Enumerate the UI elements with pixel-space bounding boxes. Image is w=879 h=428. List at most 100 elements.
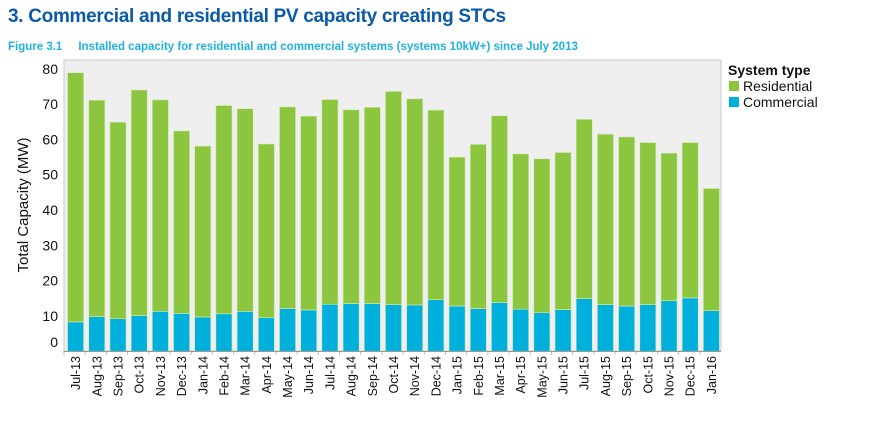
bar-commercial-nov-15 bbox=[660, 300, 678, 352]
bar-residential-jun-15 bbox=[554, 152, 572, 310]
y-axis-label: Total Capacity (MW) bbox=[15, 137, 32, 272]
x-tick-label: Mar-15 bbox=[493, 356, 507, 396]
bar-residential-oct-13 bbox=[130, 89, 148, 316]
bar-commercial-nov-13 bbox=[152, 311, 169, 352]
bar-residential-nov-13 bbox=[152, 99, 169, 312]
x-tick-label: Jul-13 bbox=[69, 356, 83, 390]
x-tick-label: Dec-13 bbox=[175, 356, 189, 396]
bar-residential-oct-14 bbox=[385, 91, 402, 305]
page-title: 3. Commercial and residential PV capacit… bbox=[8, 6, 506, 27]
bar-residential-aug-13 bbox=[88, 99, 106, 317]
bar-residential-feb-15 bbox=[469, 144, 487, 309]
x-tick-label: Jul-15 bbox=[578, 356, 592, 390]
x-tick-label: Sep-14 bbox=[366, 356, 380, 396]
x-tick-label: Nov-15 bbox=[663, 356, 677, 396]
bar-residential-dec-15 bbox=[681, 142, 699, 299]
bar-commercial-may-14 bbox=[279, 308, 296, 352]
bar-commercial-oct-13 bbox=[130, 315, 148, 352]
x-tick-label: Dec-15 bbox=[684, 356, 698, 396]
bar-residential-oct-15 bbox=[639, 142, 657, 305]
legend-label-residential: Residential bbox=[743, 78, 812, 94]
x-tick-label: Feb-15 bbox=[472, 356, 486, 396]
bar-commercial-may-15 bbox=[533, 312, 551, 352]
bar-commercial-dec-13 bbox=[173, 313, 190, 352]
bar-residential-mar-15 bbox=[491, 115, 508, 303]
y-tick-label: 30 bbox=[42, 237, 58, 253]
bar-commercial-feb-14 bbox=[215, 313, 233, 352]
bar-commercial-apr-15 bbox=[512, 308, 530, 352]
bar-residential-sep-13 bbox=[109, 121, 127, 320]
x-tick-label: Mar-14 bbox=[239, 356, 253, 396]
bar-commercial-aug-15 bbox=[597, 304, 614, 352]
bar-residential-sep-14 bbox=[363, 106, 381, 304]
bar-residential-mar-14 bbox=[236, 108, 254, 312]
bar-commercial-aug-13 bbox=[88, 316, 106, 352]
bar-commercial-sep-13 bbox=[109, 318, 127, 352]
figure-label: Figure 3.1 bbox=[8, 41, 63, 53]
bar-residential-jan-15 bbox=[448, 156, 466, 307]
bar-residential-jan-14 bbox=[194, 145, 212, 318]
y-tick-label: 70 bbox=[42, 96, 58, 112]
bar-residential-jul-13 bbox=[67, 72, 84, 323]
x-tick-label: Jul-14 bbox=[323, 356, 337, 390]
bar-residential-apr-14 bbox=[257, 143, 275, 318]
bar-commercial-oct-15 bbox=[639, 304, 657, 352]
x-tick-label: Feb-14 bbox=[217, 356, 231, 396]
legend-swatch-commercial bbox=[729, 97, 739, 107]
x-tick-label: Jun-15 bbox=[557, 356, 571, 394]
x-tick-label: Jun-14 bbox=[302, 356, 316, 394]
bar-commercial-mar-15 bbox=[491, 302, 508, 352]
x-tick-label: Jan-16 bbox=[705, 356, 719, 394]
legend: System type Residential Commercial bbox=[728, 62, 818, 110]
bar-commercial-apr-14 bbox=[257, 317, 275, 352]
bar-residential-nov-15 bbox=[660, 152, 678, 302]
x-tick-label: Dec-14 bbox=[429, 356, 443, 396]
bar-residential-apr-15 bbox=[512, 153, 530, 310]
bar-residential-jan-16 bbox=[703, 188, 720, 311]
bar-commercial-jan-14 bbox=[194, 316, 212, 352]
y-tick-label: 10 bbox=[42, 308, 58, 324]
x-tick-label: Oct-15 bbox=[641, 356, 655, 394]
bar-commercial-mar-14 bbox=[236, 311, 254, 352]
bar-commercial-jan-15 bbox=[448, 305, 466, 352]
bar-commercial-jan-16 bbox=[703, 310, 720, 352]
bar-residential-aug-15 bbox=[597, 133, 614, 305]
bar-residential-nov-14 bbox=[406, 98, 424, 306]
bar-residential-may-15 bbox=[533, 158, 551, 314]
legend-label-commercial: Commercial bbox=[743, 94, 818, 110]
bar-commercial-nov-14 bbox=[406, 304, 424, 352]
legend-swatch-residential bbox=[729, 81, 739, 91]
bar-commercial-jul-14 bbox=[321, 303, 339, 352]
bar-residential-dec-13 bbox=[173, 130, 190, 314]
bar-commercial-sep-15 bbox=[618, 305, 635, 352]
y-tick-label: 20 bbox=[42, 273, 58, 289]
x-tick-label: May-14 bbox=[281, 356, 295, 398]
x-tick-label: Sep-13 bbox=[111, 356, 125, 396]
bar-commercial-sep-14 bbox=[363, 303, 381, 352]
y-tick-label: 80 bbox=[42, 61, 58, 77]
x-tick-label: Oct-14 bbox=[387, 356, 401, 394]
bar-residential-jul-15 bbox=[575, 118, 593, 299]
bar-commercial-jun-15 bbox=[554, 309, 572, 352]
x-tick-label: Jan-15 bbox=[451, 356, 465, 394]
x-tick-label: Apr-14 bbox=[260, 356, 274, 394]
x-tick-label: Aug-13 bbox=[90, 356, 104, 396]
bar-residential-feb-14 bbox=[215, 105, 233, 315]
y-tick-label: 50 bbox=[42, 167, 58, 183]
bar-commercial-feb-15 bbox=[469, 308, 487, 352]
x-tick-label: Nov-13 bbox=[154, 356, 168, 396]
y-tick-label: 60 bbox=[42, 131, 58, 147]
x-tick-label: Jan-14 bbox=[196, 356, 210, 394]
bar-commercial-dec-15 bbox=[681, 297, 699, 352]
y-tick-label: 0 bbox=[50, 334, 58, 350]
bar-residential-may-14 bbox=[279, 106, 296, 309]
x-tick-label: Aug-15 bbox=[599, 356, 613, 396]
bar-commercial-aug-14 bbox=[342, 303, 360, 352]
bar-residential-jun-14 bbox=[300, 115, 318, 311]
bar-residential-jul-14 bbox=[321, 99, 339, 305]
bar-commercial-oct-14 bbox=[385, 304, 402, 352]
figure-caption: Figure 3.1 Installed capacity for residen… bbox=[8, 41, 578, 53]
x-tick-label: Aug-14 bbox=[345, 356, 359, 396]
bar-commercial-jul-15 bbox=[575, 298, 593, 352]
